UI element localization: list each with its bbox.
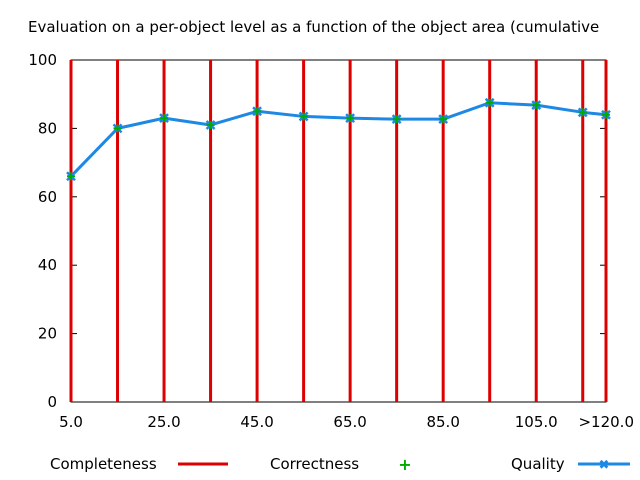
y-axis: 0 20 40 60 80 100 — [28, 51, 606, 411]
legend: Completeness Correctness + Quality ✖ — [50, 455, 630, 474]
x-tick-label: 105.0 — [515, 413, 558, 431]
correctness-point — [206, 120, 215, 129]
correctness-point — [299, 112, 308, 121]
legend-swatch-quality-marker: ✖ — [599, 458, 610, 473]
correctness-point — [346, 114, 355, 123]
correctness-point — [253, 107, 262, 116]
legend-label-completeness: Completeness — [50, 455, 157, 473]
y-tick-label: 100 — [28, 51, 57, 69]
x-tick-label: >120.0 — [578, 413, 634, 431]
x-axis: 5.0 25.0 45.0 65.0 85.0 105.0 >120.0 — [59, 60, 634, 431]
correctness-point — [160, 114, 169, 123]
y-tick-label: 60 — [38, 188, 57, 206]
y-tick-label: 20 — [38, 325, 57, 343]
correctness-point — [392, 115, 401, 124]
correctness-point — [439, 115, 448, 124]
x-tick-label: 45.0 — [240, 413, 273, 431]
legend-label-quality: Quality — [511, 455, 565, 473]
correctness-point — [532, 101, 541, 110]
correctness-point — [602, 110, 610, 119]
legend-label-correctness: Correctness — [270, 455, 359, 473]
correctness-series — [67, 98, 610, 181]
plot-frame — [70, 59, 607, 403]
x-tick-label: 85.0 — [426, 413, 459, 431]
quality-line — [69, 101, 607, 178]
chart-title: Evaluation on a per-object level as a fu… — [28, 18, 599, 36]
correctness-point — [113, 124, 122, 133]
completeness-series — [69, 60, 608, 402]
correctness-point — [67, 172, 75, 181]
x-tick-label: 25.0 — [147, 413, 180, 431]
x-tick-label: 65.0 — [333, 413, 366, 431]
legend-swatch-correctness: + — [398, 455, 411, 474]
y-tick-label: 40 — [38, 256, 57, 274]
quality-series — [66, 97, 611, 182]
y-tick-label: 0 — [47, 393, 57, 411]
correctness-point — [485, 98, 494, 107]
y-tick-label: 80 — [38, 119, 57, 137]
correctness-point — [578, 108, 587, 117]
x-tick-label: 5.0 — [59, 413, 83, 431]
